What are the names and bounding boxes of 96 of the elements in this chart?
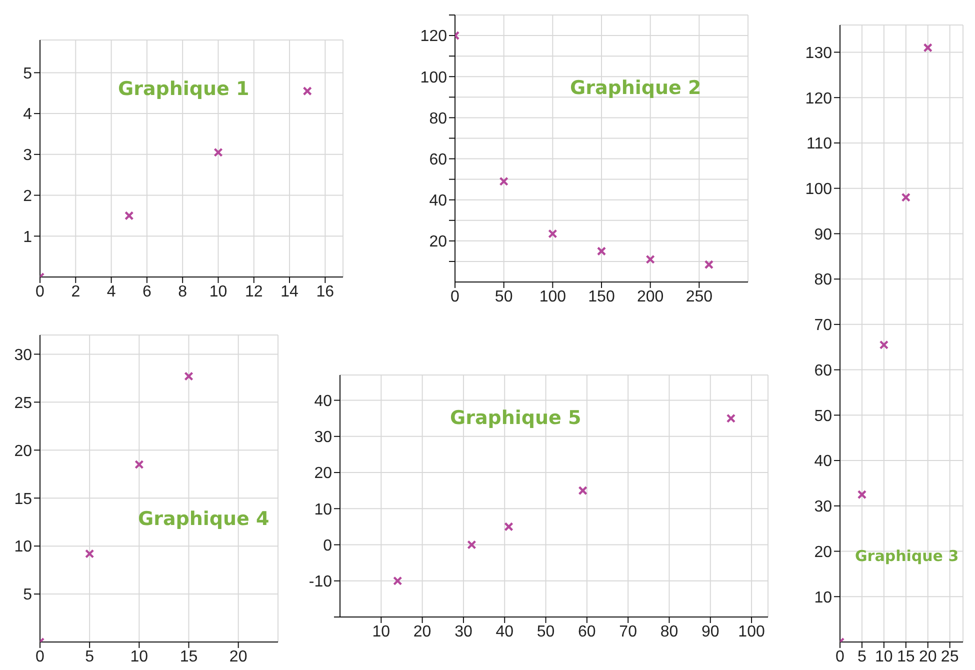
y-tick-label: 130 bbox=[805, 44, 832, 62]
point bbox=[467, 540, 476, 550]
y-tick-label: 80 bbox=[429, 110, 448, 128]
x-tick-label: 150 bbox=[588, 288, 615, 306]
text: Graphique 5 bbox=[450, 407, 582, 429]
x-tick-label: 10 bbox=[875, 648, 893, 666]
y-tick-label: 2 bbox=[23, 188, 32, 205]
y-tick-label: 5 bbox=[23, 65, 32, 82]
point bbox=[704, 260, 714, 270]
y-tick-label: 20 bbox=[429, 234, 448, 251]
text: Graphique 4 bbox=[138, 508, 270, 530]
point bbox=[124, 211, 134, 220]
y-tick-label: 5 bbox=[23, 586, 32, 604]
point bbox=[596, 246, 606, 256]
y-tick-label: 120 bbox=[805, 90, 832, 108]
y-tick-label: 110 bbox=[806, 136, 832, 153]
point bbox=[499, 176, 508, 186]
y-tick-label: 30 bbox=[14, 346, 32, 364]
x-tick-label: 100 bbox=[738, 623, 765, 640]
y-tick-label: 90 bbox=[814, 226, 832, 244]
y-tick-label: 100 bbox=[420, 69, 448, 86]
x-tick-label: 6 bbox=[142, 283, 152, 300]
y-tick-label: 4 bbox=[23, 106, 32, 124]
point bbox=[84, 549, 94, 558]
x-tick-label: 10 bbox=[130, 648, 148, 666]
y-tick-label: 15 bbox=[14, 490, 32, 508]
point bbox=[646, 254, 655, 264]
text: Graphique 3 bbox=[855, 547, 959, 565]
x-tick-label: 0 bbox=[836, 648, 845, 666]
point bbox=[504, 522, 514, 532]
y-tick-label: 40 bbox=[314, 392, 332, 410]
x-tick-label: 40 bbox=[496, 623, 514, 640]
text: Graphique 1 bbox=[118, 78, 250, 100]
x-tick-label: 60 bbox=[578, 623, 596, 640]
y-tick-label: 120 bbox=[420, 28, 448, 46]
x-tick-label: 100 bbox=[539, 288, 566, 306]
point bbox=[393, 576, 402, 586]
y-tick-label: -10 bbox=[308, 574, 332, 591]
x-tick-label: 20 bbox=[918, 648, 937, 666]
y-tick-label: 20 bbox=[814, 544, 832, 561]
y-tick-label: 60 bbox=[814, 362, 832, 380]
y-tick-label: 20 bbox=[14, 442, 32, 460]
x-tick-label: 80 bbox=[660, 623, 678, 640]
point bbox=[901, 192, 910, 202]
x-tick-label: 0 bbox=[36, 648, 45, 666]
text: Graphique 2 bbox=[570, 77, 702, 99]
x-tick-label: 30 bbox=[454, 623, 472, 640]
x-tick-label: 15 bbox=[896, 648, 915, 666]
y-tick-label: 20 bbox=[314, 465, 332, 482]
x-tick-label: 2 bbox=[71, 283, 80, 300]
x-tick-label: 4 bbox=[106, 283, 116, 300]
x-tick-label: 12 bbox=[244, 283, 263, 300]
x-tick-label: 15 bbox=[180, 648, 198, 666]
point bbox=[302, 86, 312, 96]
x-tick-label: 5 bbox=[85, 648, 94, 666]
x-tick-label: 14 bbox=[280, 283, 299, 300]
x-tick-label: 250 bbox=[686, 288, 713, 306]
y-tick-label: 10 bbox=[314, 501, 332, 518]
x-tick-label: 16 bbox=[316, 283, 334, 300]
x-tick-label: 70 bbox=[619, 623, 638, 640]
point bbox=[879, 340, 889, 350]
y-tick-label: 80 bbox=[814, 272, 832, 289]
y-tick-label: 40 bbox=[814, 453, 832, 470]
x-tick-label: 200 bbox=[636, 288, 664, 306]
y-tick-label: 10 bbox=[814, 589, 832, 606]
y-tick-label: 100 bbox=[805, 181, 832, 198]
y-tick-label: 30 bbox=[814, 498, 832, 516]
y-tick-label: 70 bbox=[814, 317, 832, 334]
point bbox=[857, 490, 867, 500]
x-tick-label: 90 bbox=[701, 623, 720, 640]
point bbox=[923, 43, 932, 52]
point bbox=[134, 460, 144, 470]
x-tick-label: 8 bbox=[178, 283, 188, 300]
point bbox=[184, 372, 194, 381]
y-tick-label: 0 bbox=[323, 537, 332, 554]
x-tick-label: 50 bbox=[494, 288, 513, 306]
x-tick-label: 10 bbox=[372, 623, 390, 640]
y-tick-label: 10 bbox=[14, 538, 32, 556]
x-tick-label: 5 bbox=[858, 648, 867, 666]
point bbox=[214, 148, 223, 157]
x-tick-label: 50 bbox=[536, 623, 555, 640]
x-tick-label: 0 bbox=[36, 283, 45, 300]
x-tick-label: 10 bbox=[209, 283, 228, 300]
y-tick-label: 40 bbox=[429, 192, 448, 210]
x-tick-label: 0 bbox=[450, 288, 460, 306]
y-tick-label: 1 bbox=[23, 228, 32, 246]
y-tick-label: 25 bbox=[14, 394, 32, 412]
y-tick-label: 3 bbox=[23, 147, 32, 164]
x-tick-label: 25 bbox=[940, 648, 959, 666]
y-tick-label: 60 bbox=[429, 151, 448, 168]
point bbox=[548, 229, 558, 238]
y-tick-label: 30 bbox=[314, 429, 332, 446]
x-tick-label: 20 bbox=[229, 648, 248, 666]
point bbox=[578, 486, 588, 496]
y-tick-label: 50 bbox=[814, 408, 832, 425]
point bbox=[726, 414, 736, 423]
